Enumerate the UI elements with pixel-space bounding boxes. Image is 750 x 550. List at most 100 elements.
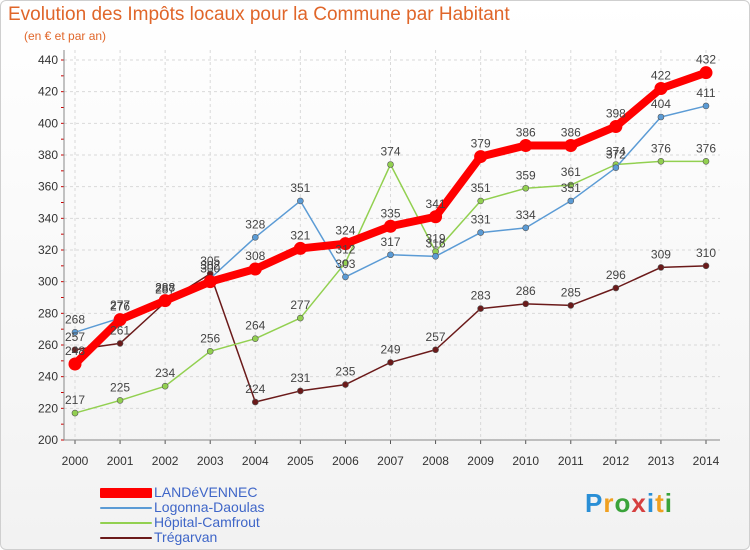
data-point: [702, 158, 710, 165]
data-label: 351: [290, 181, 310, 195]
data-label: 335: [380, 206, 400, 220]
data-point: [342, 381, 349, 388]
data-point: [68, 357, 82, 371]
x-tick-label: 2001: [107, 454, 134, 468]
data-label: 264: [245, 319, 265, 333]
data-label: 321: [290, 228, 310, 242]
x-tick-label: 2002: [152, 454, 179, 468]
data-point: [384, 219, 397, 233]
data-point: [342, 273, 349, 281]
x-tick-label: 2005: [287, 454, 314, 468]
data-point: [71, 409, 79, 417]
data-point: [293, 241, 307, 255]
data-label: 296: [606, 268, 626, 282]
legend-swatch: [100, 537, 152, 539]
data-point: [297, 197, 304, 205]
data-point: [116, 340, 124, 347]
x-tick-label: 2014: [693, 454, 720, 468]
data-point: [522, 300, 530, 308]
data-label: 308: [245, 249, 265, 263]
series-lines: [68, 66, 713, 417]
data-label: 310: [696, 246, 716, 260]
y-tick-label: 320: [38, 243, 58, 257]
data-label: 257: [426, 330, 446, 344]
data-label: 235: [335, 365, 355, 379]
data-point: [251, 398, 259, 406]
data-label: 231: [290, 371, 310, 385]
data-label: 422: [651, 69, 671, 83]
data-point: [657, 113, 665, 121]
logo-letter: o: [614, 488, 632, 518]
data-label: 261: [110, 323, 130, 337]
y-tick-label: 300: [38, 275, 58, 289]
logo-letter: x: [631, 488, 647, 518]
legend-label: Trégarvan: [154, 529, 218, 545]
x-tick-label: 2006: [332, 454, 359, 468]
data-point: [477, 229, 484, 236]
data-point: [612, 164, 620, 171]
logo-letter: P: [585, 488, 604, 518]
data-point: [387, 161, 394, 168]
data-point: [702, 262, 710, 270]
data-point: [654, 82, 668, 95]
data-point: [567, 302, 575, 309]
data-point: [251, 234, 259, 241]
data-point: [474, 150, 488, 164]
y-tick-label: 220: [38, 401, 58, 415]
logo-letter: r: [603, 488, 615, 518]
x-tick-label: 2004: [242, 454, 269, 468]
data-label: 302: [200, 259, 220, 273]
data-point: [699, 66, 713, 80]
data-point: [519, 139, 533, 152]
data-label: 312: [335, 243, 355, 257]
data-point: [116, 397, 124, 404]
x-tick-label: 2011: [558, 454, 584, 468]
data-label: 248: [65, 344, 85, 358]
data-point: [71, 329, 79, 336]
x-tick-label: 2007: [377, 454, 404, 468]
y-tick-label: 440: [38, 53, 58, 67]
data-label: 303: [335, 257, 355, 271]
data-label: 300: [200, 262, 220, 276]
data-point: [609, 120, 623, 133]
data-label: 288: [155, 281, 175, 295]
data-label: 319: [426, 232, 446, 246]
data-label: 341: [426, 197, 446, 211]
data-label: 328: [245, 217, 265, 231]
data-point: [206, 348, 214, 355]
x-tick-label: 2008: [422, 454, 449, 468]
data-label: 351: [471, 181, 491, 195]
data-label: 277: [290, 298, 310, 312]
y-tick-label: 360: [38, 180, 58, 194]
data-label: 286: [516, 284, 536, 298]
data-label: 276: [110, 300, 130, 314]
y-tick-label: 280: [38, 306, 58, 320]
data-point: [522, 184, 530, 192]
data-point: [342, 259, 349, 266]
data-label: 398: [606, 107, 626, 121]
data-point: [248, 262, 262, 276]
data-point: [612, 284, 620, 292]
data-label: 404: [651, 97, 671, 111]
data-point: [297, 314, 304, 322]
y-tick-label: 420: [38, 85, 58, 99]
data-point: [161, 382, 169, 390]
data-point: [567, 197, 575, 205]
data-point: [297, 387, 304, 395]
axes: 200 220 240 260 280 300 320 340 360 380 400 420 440 2…: [38, 50, 720, 468]
data-point: [522, 224, 530, 232]
data-point: [338, 237, 352, 251]
data-point: [657, 158, 665, 165]
legend-label: Logonna-Daoulas: [154, 499, 265, 515]
data-label: 361: [561, 165, 581, 179]
data-point: [387, 251, 394, 259]
y-tick-label: 380: [38, 148, 58, 162]
data-label: 283: [471, 289, 491, 303]
data-point: [251, 335, 259, 342]
logo-letter: t: [655, 488, 665, 518]
data-point: [477, 197, 484, 205]
data-label: 411: [696, 86, 715, 100]
data-point: [203, 275, 217, 289]
data-label: 288: [155, 281, 175, 295]
